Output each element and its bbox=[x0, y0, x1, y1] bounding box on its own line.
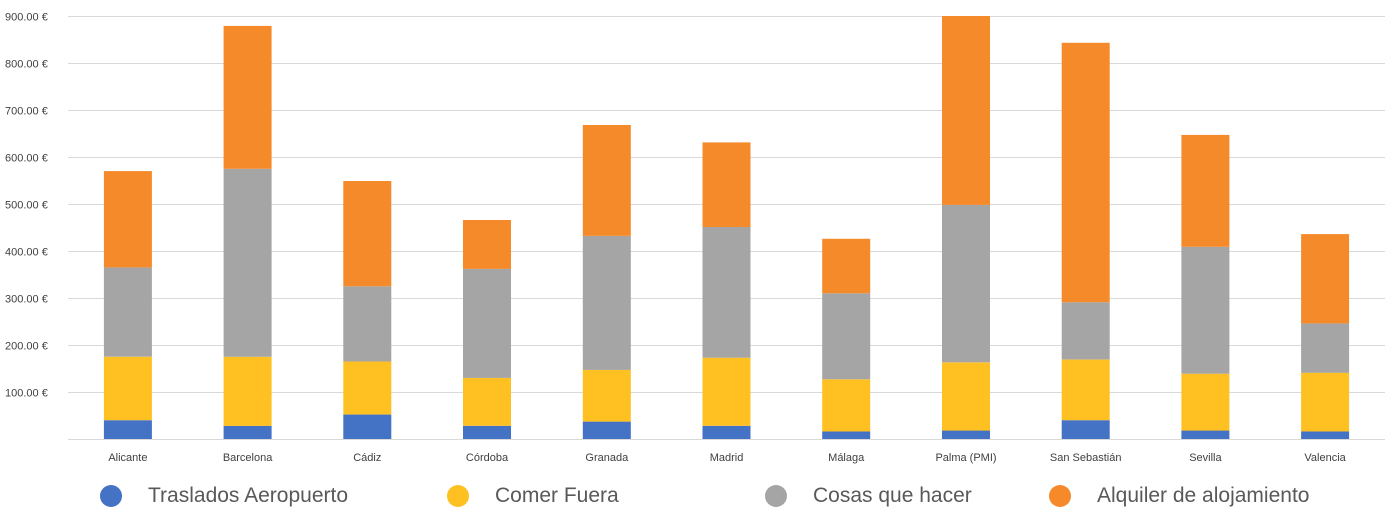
bar-segment bbox=[343, 361, 392, 415]
bar-segment bbox=[702, 142, 751, 227]
x-tick-label: Cádiz bbox=[353, 452, 381, 464]
x-tick-label: Palma (PMI) bbox=[935, 452, 996, 464]
y-tick-label: 200.00 € bbox=[5, 341, 48, 353]
legend-dot-icon bbox=[447, 485, 469, 507]
x-tick-label: Granada bbox=[585, 452, 629, 464]
bar-segment bbox=[1061, 302, 1110, 360]
bar-segment bbox=[1061, 420, 1110, 439]
bar-segment bbox=[463, 220, 511, 269]
bar-segment bbox=[1061, 42, 1110, 303]
legend-dot-icon bbox=[1049, 485, 1071, 507]
bar-segment bbox=[1181, 373, 1230, 431]
bar-segment bbox=[582, 236, 631, 370]
bar-segment bbox=[1181, 430, 1230, 439]
x-tick-label: Valencia bbox=[1304, 452, 1346, 464]
bar-segment bbox=[702, 357, 751, 426]
bar-segment bbox=[942, 362, 990, 431]
x-tick-label: Madrid bbox=[710, 452, 744, 464]
legend-item-traslados-aeropuerto: Traslados Aeropuerto bbox=[100, 482, 348, 510]
bar-segment bbox=[822, 293, 871, 380]
bar-segment bbox=[463, 377, 511, 426]
bar-segment bbox=[103, 171, 152, 268]
y-tick-label: 500.00 € bbox=[5, 200, 48, 212]
x-tick-label: Alicante bbox=[108, 452, 147, 464]
y-tick-label: 100.00 € bbox=[5, 388, 48, 400]
legend-label: Cosas que hacer bbox=[813, 484, 972, 507]
y-tick-label: 600.00 € bbox=[5, 153, 48, 165]
bar-segment bbox=[1301, 234, 1350, 324]
y-tick-label: 800.00 € bbox=[5, 59, 48, 71]
y-tick-label: 300.00 € bbox=[5, 294, 48, 306]
y-tick-label: 400.00 € bbox=[5, 247, 48, 259]
x-tick-label: Córdoba bbox=[466, 452, 509, 464]
bar-segment bbox=[463, 425, 511, 439]
bar-segment bbox=[103, 267, 152, 357]
legend-item-cosas-que-hacer: Cosas que hacer bbox=[765, 482, 972, 510]
bar-segment bbox=[223, 425, 272, 439]
bar-segment bbox=[702, 227, 751, 358]
bar-segment bbox=[582, 125, 631, 236]
bar-segment bbox=[223, 168, 272, 357]
legend-item-comer-fuera: Comer Fuera bbox=[447, 482, 619, 510]
legend: Traslados Aeropuerto Comer Fuera Cosas q… bbox=[0, 482, 1385, 510]
x-tick-label: Málaga bbox=[828, 452, 865, 464]
bar-segment bbox=[822, 431, 871, 439]
legend-label: Comer Fuera bbox=[495, 484, 619, 507]
x-tick-label: San Sebastián bbox=[1050, 452, 1122, 464]
x-tick-label: Barcelona bbox=[223, 452, 273, 464]
y-tick-label: 900.00 € bbox=[5, 12, 48, 24]
bar-segment bbox=[1181, 134, 1230, 247]
legend-label: Traslados Aeropuerto bbox=[148, 484, 349, 507]
bar-segment bbox=[822, 238, 871, 294]
legend-label: Alquiler de alojamiento bbox=[1097, 484, 1310, 507]
legend-dot-icon bbox=[765, 485, 787, 507]
bar-segment bbox=[1061, 359, 1110, 421]
bar-segment bbox=[582, 369, 631, 422]
legend-dot-icon bbox=[100, 485, 122, 507]
bar-segment bbox=[463, 268, 511, 378]
bar-segment bbox=[582, 421, 631, 439]
bar-segment bbox=[1301, 431, 1350, 439]
bar-segment bbox=[942, 16, 990, 205]
bar-segment bbox=[103, 356, 152, 421]
bar-segment bbox=[942, 204, 990, 363]
bar-segment bbox=[1181, 246, 1230, 374]
bar-segment bbox=[343, 286, 392, 362]
bar-segment bbox=[343, 181, 392, 287]
legend-item-alquiler-de-alojamiento: Alquiler de alojamiento bbox=[1049, 482, 1309, 510]
bar-segment bbox=[343, 414, 392, 439]
bar-segment bbox=[103, 420, 152, 439]
y-tick-label: 700.00 € bbox=[5, 106, 48, 118]
bar-segment bbox=[1301, 372, 1350, 432]
bar-segment bbox=[223, 356, 272, 426]
bar-segment bbox=[702, 425, 751, 439]
y-axis-tick-labels: 900.00 € 800.00 € 700.00 € 600.00 € 500.00 €… bbox=[5, 12, 48, 400]
bar-segment bbox=[942, 430, 990, 439]
bar-segment bbox=[223, 25, 272, 169]
bar-segment bbox=[1301, 323, 1350, 373]
bar-segment bbox=[822, 379, 871, 432]
bars bbox=[103, 16, 1350, 439]
x-tick-label: Sevilla bbox=[1189, 452, 1222, 464]
x-axis-category-labels: Alicante Barcelona Cádiz Córdoba Granada Madr… bbox=[108, 452, 1346, 464]
